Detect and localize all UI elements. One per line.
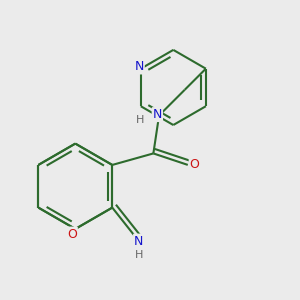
Text: H: H (136, 115, 145, 125)
Text: O: O (190, 158, 200, 171)
Text: H: H (135, 250, 143, 260)
Text: N: N (153, 108, 162, 121)
Text: O: O (67, 228, 77, 241)
Text: N: N (134, 235, 143, 248)
Text: N: N (134, 61, 144, 74)
